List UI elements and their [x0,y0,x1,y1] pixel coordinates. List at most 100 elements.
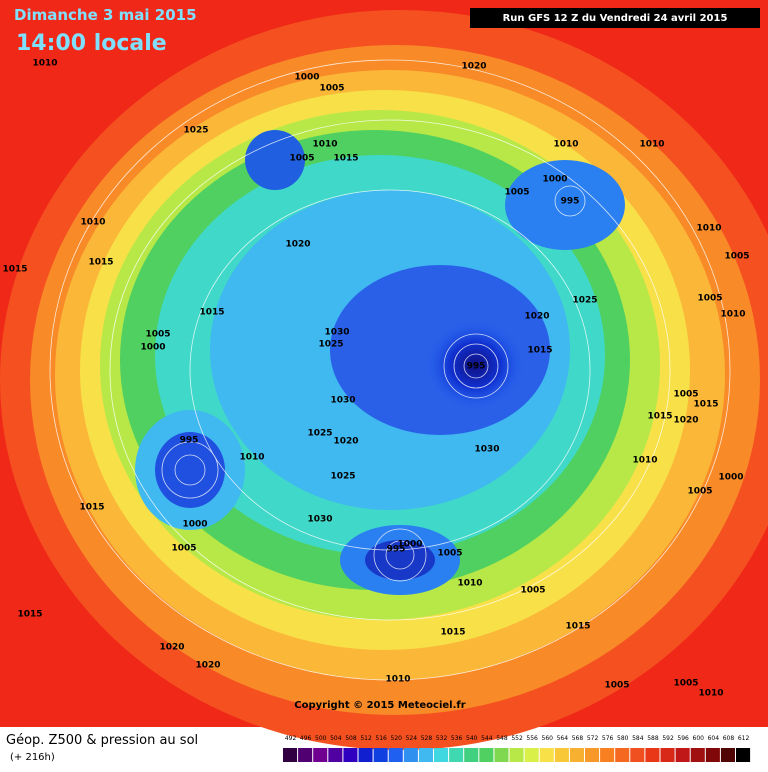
pressure-label: 1015 [527,346,552,356]
pressure-label: 1000 [140,343,165,353]
pressure-label: 1015 [199,308,224,318]
pressure-label: 1015 [440,628,465,638]
pressure-label: 1025 [572,296,597,306]
scale-swatch [388,748,403,762]
pressure-label: 1030 [307,515,332,525]
scale-swatch [313,748,328,762]
scale-swatch [554,748,569,762]
pressure-label: 995 [467,362,486,372]
scale-label: 588 [647,735,659,742]
scale-swatch [675,748,690,762]
pressure-label: 1005 [319,84,344,94]
pressure-label: 1005 [697,294,722,304]
scale-swatch [298,748,313,762]
pressure-label: 1015 [647,412,672,422]
scale-swatch [434,748,449,762]
pressure-label: 1010 [80,218,105,228]
pressure-label: 1005 [520,586,545,596]
pressure-label: 1025 [318,340,343,350]
pressure-label: 1020 [159,643,184,653]
scale-label: 600 [693,735,705,742]
scale-label: 596 [677,735,689,742]
pressure-label: 1030 [474,445,499,455]
pressure-label: 1015 [79,503,104,513]
scale-swatch [494,748,509,762]
run-box [470,8,760,28]
pressure-label: 1015 [2,265,27,275]
scale-label: 584 [632,735,644,742]
scale-label: 500 [315,735,327,742]
scale-label: 496 [300,735,312,742]
scale-label: 536 [451,735,463,742]
scale-swatch [328,748,343,762]
scale-swatch [660,748,675,762]
pressure-label: 1020 [285,240,310,250]
pressure-label: 1010 [696,224,721,234]
scale-label: 504 [330,735,342,742]
pressure-label: 1010 [385,675,410,685]
pressure-label: 1020 [195,661,220,671]
pressure-label: 1005 [145,330,170,340]
pressure-label: 1005 [171,544,196,554]
pressure-label: 1000 [542,175,567,185]
pressure-label: 1020 [673,416,698,426]
pressure-label: 1005 [687,487,712,497]
scale-swatch [403,748,418,762]
scale-label: 604 [708,735,720,742]
pressure-label: 1015 [88,258,113,268]
scale-swatch [736,748,751,762]
pressure-label: 1010 [720,310,745,320]
scale-label: 520 [391,735,403,742]
scale-label: 512 [360,735,372,742]
scale-label: 528 [421,735,433,742]
pressure-label: 995 [180,436,199,446]
scale-label: 580 [617,735,629,742]
scale-swatch [358,748,373,762]
scale-label: 524 [406,735,418,742]
pressure-label: 1005 [437,549,462,559]
pressure-label: 1005 [289,154,314,164]
pressure-label: 1020 [524,312,549,322]
footer-title: Géop. Z500 & pression au sol [6,733,198,748]
pressure-label: 1015 [693,400,718,410]
pressure-label: 1015 [565,622,590,632]
color-scale: 492 496 500 504 508 512 516 520 524 528 532 536 540 5… [283,735,751,762]
pressure-label: 1000 [294,73,319,83]
pressure-label: 1010 [32,59,57,69]
pressure-label: 1030 [324,328,349,338]
scale-label: 612 [738,735,750,742]
date-label: Dimanche 3 mai 2015 [14,6,197,24]
pressure-label: 1005 [673,390,698,400]
scale-label: 508 [345,735,357,742]
scale-swatch [569,748,584,762]
scale-label: 492 [285,735,297,742]
scale-swatch [464,748,479,762]
pressure-label: 1010 [632,456,657,466]
scale-swatch [449,748,464,762]
scale-label: 572 [587,735,599,742]
pressure-label: 1010 [698,689,723,699]
scale-swatch [705,748,720,762]
scale-swatch [615,748,630,762]
pressure-label: 995 [387,545,406,555]
pressure-label: 1000 [718,473,743,483]
pressure-label: 1025 [330,472,355,482]
pressure-label: 1015 [333,154,358,164]
pressure-label: 1025 [183,126,208,136]
scale-swatch [600,748,615,762]
pressure-label: 1000 [182,520,207,530]
pressure-label: 1010 [457,579,482,589]
scale-label: 552 [511,735,523,742]
pressure-label: 1015 [17,610,42,620]
pressure-label: 1005 [504,188,529,198]
scale-label: 556 [526,735,538,742]
scale-label: 560 [542,735,554,742]
pressure-label: 1010 [239,453,264,463]
pressure-label: 1005 [673,679,698,689]
scale-swatch [720,748,735,762]
scale-label: 568 [572,735,584,742]
scale-swatch [418,748,433,762]
scale-swatch [524,748,539,762]
